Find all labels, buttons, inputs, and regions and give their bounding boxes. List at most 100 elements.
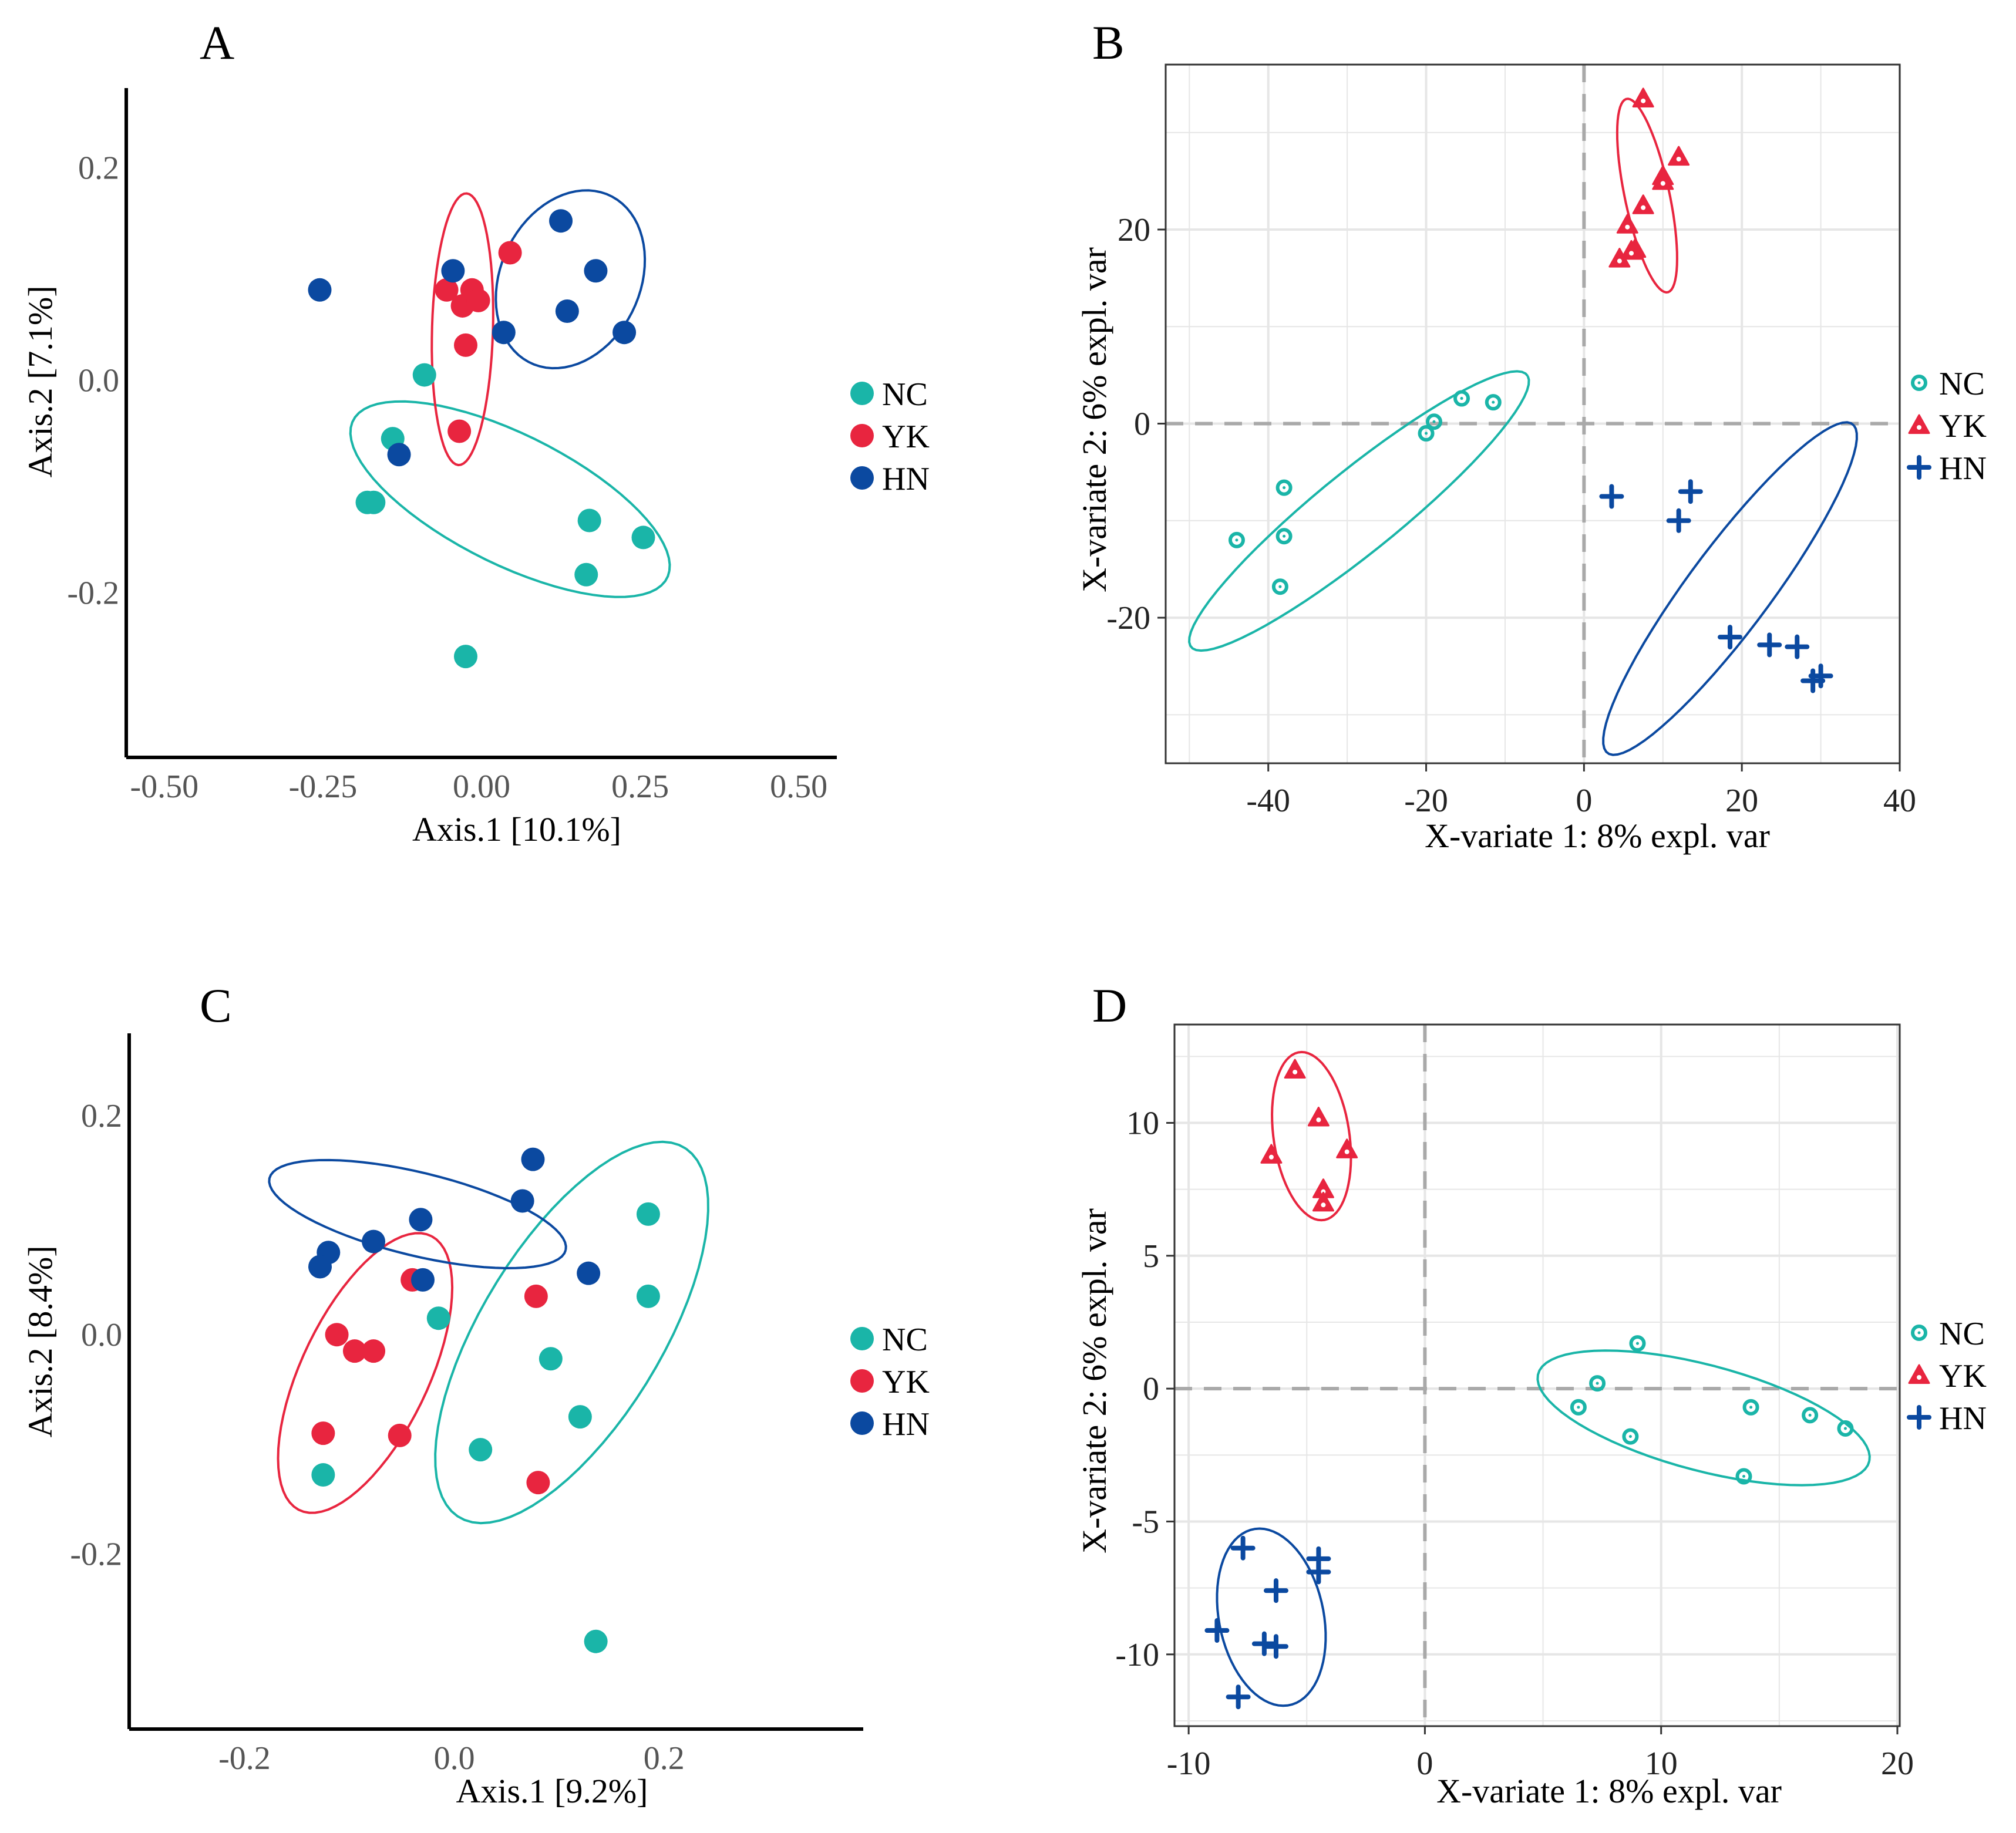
panel-d-ytick-label-3: -5 [1132,1504,1159,1540]
panel-d-legend: NC YK HN [1907,1316,1987,1437]
panel-b-letter: B [1092,16,1125,69]
panel-a-legend-label-nc: NC [882,376,928,413]
panel-b-point-nc-7-ring-center [1278,585,1282,588]
panel-b-point-nc-0-ring-center [1460,397,1463,400]
panel-c-point-hn-1 [510,1189,534,1213]
panel-c-legend-label-hn: HN [882,1406,930,1443]
panel-d-point-nc-0-ring-center [1635,1342,1639,1345]
panel-d-xtick-label-3: 20 [1881,1746,1914,1782]
panel-a-point-nc-5 [631,525,655,550]
panel-d-ytick-label-4: -10 [1115,1637,1159,1673]
panel-d-point-yk-1 [1307,1106,1330,1127]
panel-c-point-nc-4 [568,1405,592,1429]
panel-c-legend: NC YK HN [850,1322,930,1443]
panel-c-legend-key-yk [850,1369,874,1393]
panel-a-legend-key-hn [850,466,874,490]
panel-d-ylabel: X-variate 2: 6% expl. var [1075,1208,1113,1554]
panel-c-ticks: -0.2 0.0 0.2 0.2 0.0 -0.2 [70,1098,684,1777]
panel-c-point-yk-6 [388,1423,412,1447]
panel-d-point-yk-0-outer [1284,1059,1306,1079]
panel-b-point-nc-2-ring-center [1432,420,1436,423]
panel-c-point-hn-6 [411,1268,435,1292]
panel-b-point-nc-4 [1275,479,1293,496]
panel-b-point-yk-8 [1608,248,1631,268]
panel-b-ellipse-yk [1616,97,1678,294]
panel-d-point-nc-1 [1589,1375,1606,1392]
panel-c-point-hn-0 [521,1147,545,1171]
panel-b-point-yk-4-outer [1632,194,1654,214]
panel-b-point-nc-6-ring-center [1235,538,1238,542]
panel-b-point-nc-1 [1485,394,1502,411]
panel-b-legend-label-yk: YK [1939,408,1987,444]
panel-b-xlabel: X-variate 1: 8% expl. var [1425,817,1770,855]
panel-d-legend-label-nc: NC [1939,1316,1985,1352]
panel-b-legend-key-nc [1911,375,1927,391]
panel-d-point-yk-1-inner [1316,1117,1321,1123]
panel-a-ytick-label-0: 0.2 [78,150,119,187]
panel-d-point-hn-6 [1263,1634,1288,1659]
panel-b-point-nc-7 [1271,578,1288,595]
panel-d-point-nc-4-ring-center [1749,1406,1753,1409]
panel-d-point-yk-4-inner [1321,1189,1326,1194]
panel-d-point-nc-6-ring [1837,1420,1854,1437]
panel-d-point-nc-4-ring [1742,1399,1759,1416]
panel-b-point-yk-3-inner [1660,181,1665,186]
panel-d-point-yk-2 [1260,1144,1283,1164]
panel-b-point-yk-0-outer [1632,87,1654,107]
panel-d-point-hn-0 [1230,1535,1256,1561]
panel-a-legend-label-hn: HN [882,461,930,497]
panel-d-grid [1174,1025,1900,1726]
panel-a-ellipse-nc [349,400,671,598]
panel-b-axes [1164,63,1901,764]
panel-a-xtick-label-4: 0.50 [770,769,827,805]
panel-a-point-yk-0 [498,241,522,265]
panel-b-point-yk-1 [1668,146,1690,166]
panel-b-point-nc-1-ring-center [1492,400,1495,404]
panel-b-point-hn-1 [1678,479,1703,504]
panel-c-xtick-label-1: 0.0 [434,1740,475,1777]
panel-d-points [1204,1059,1854,1710]
panel-b-point-yk-7-inner [1625,224,1630,230]
panel-d-point-nc-5-ring-center [1808,1413,1812,1417]
panel-b-point-nc-7-ring [1271,578,1288,595]
panel-a-point-hn-7 [387,443,411,467]
panel-b-point-hn-0 [1599,484,1624,509]
panel-b-point-yk-7-outer [1616,214,1638,234]
panel-d-point-nc-6-ring-center [1843,1427,1847,1430]
panel-a-point-hn-6 [612,321,637,345]
panel-d-point-nc-6 [1837,1420,1854,1437]
panel-d: D -10 0 10 20 10 5 0 -5 -10 X-variate 1: 8% expl… [1075,979,1987,1810]
panel-d-xtick-label-1: 0 [1416,1746,1433,1782]
panel-c-legend-key-nc [850,1327,874,1350]
panel-c-point-yk-3 [342,1339,366,1363]
panel-d-point-yk-0-inner [1293,1069,1298,1074]
panel-b-point-yk-3-outer [1652,170,1674,190]
panel-b-ticks: -40 -20 0 20 40 20 0 -20 [1106,212,1916,819]
panel-c-letter: C [200,979,232,1032]
panel-b-legend-key-yk-inner [1917,425,1921,430]
panel-b-point-yk-7 [1616,214,1638,234]
panel-a: A -0.50 -0.25 0.00 0.25 0.50 0.2 0.0 -0.2 Axis.… [21,16,930,848]
panel-b-point-yk-0 [1632,87,1654,107]
panel-a-ylabel: Axis.2 [7.1%] [21,285,59,477]
panel-d-point-nc-4 [1742,1399,1759,1416]
panel-a-point-hn-4 [492,321,516,345]
panel-b-ellipse-hn [1602,421,1858,756]
panel-a-ellipse-yk [430,192,494,467]
panel-d-legend-key-nc-ring-center [1917,1331,1921,1335]
panel-b-point-nc-4-ring-center [1283,486,1286,490]
panel-a-point-nc-3 [362,490,386,514]
panel-c-ellipse-nc [434,1140,709,1525]
panel-d-point-yk-5 [1312,1191,1334,1212]
panel-a-axes [124,88,837,759]
panel-d-letter: D [1092,979,1127,1032]
panel-d-ticks: -10 0 10 20 10 5 0 -5 -10 [1115,1105,1914,1782]
panel-a-point-yk-1 [435,278,459,302]
panel-c-point-nc-0 [636,1202,660,1226]
panel-a-xlabel: Axis.1 [10.1%] [412,810,621,848]
panel-d-ytick-label-0: 10 [1126,1105,1159,1141]
panel-c-xtick-label-2: 0.2 [644,1740,685,1777]
panel-b-point-nc-4-ring [1275,479,1293,496]
panel-b-point-hn-7 [1808,663,1833,689]
